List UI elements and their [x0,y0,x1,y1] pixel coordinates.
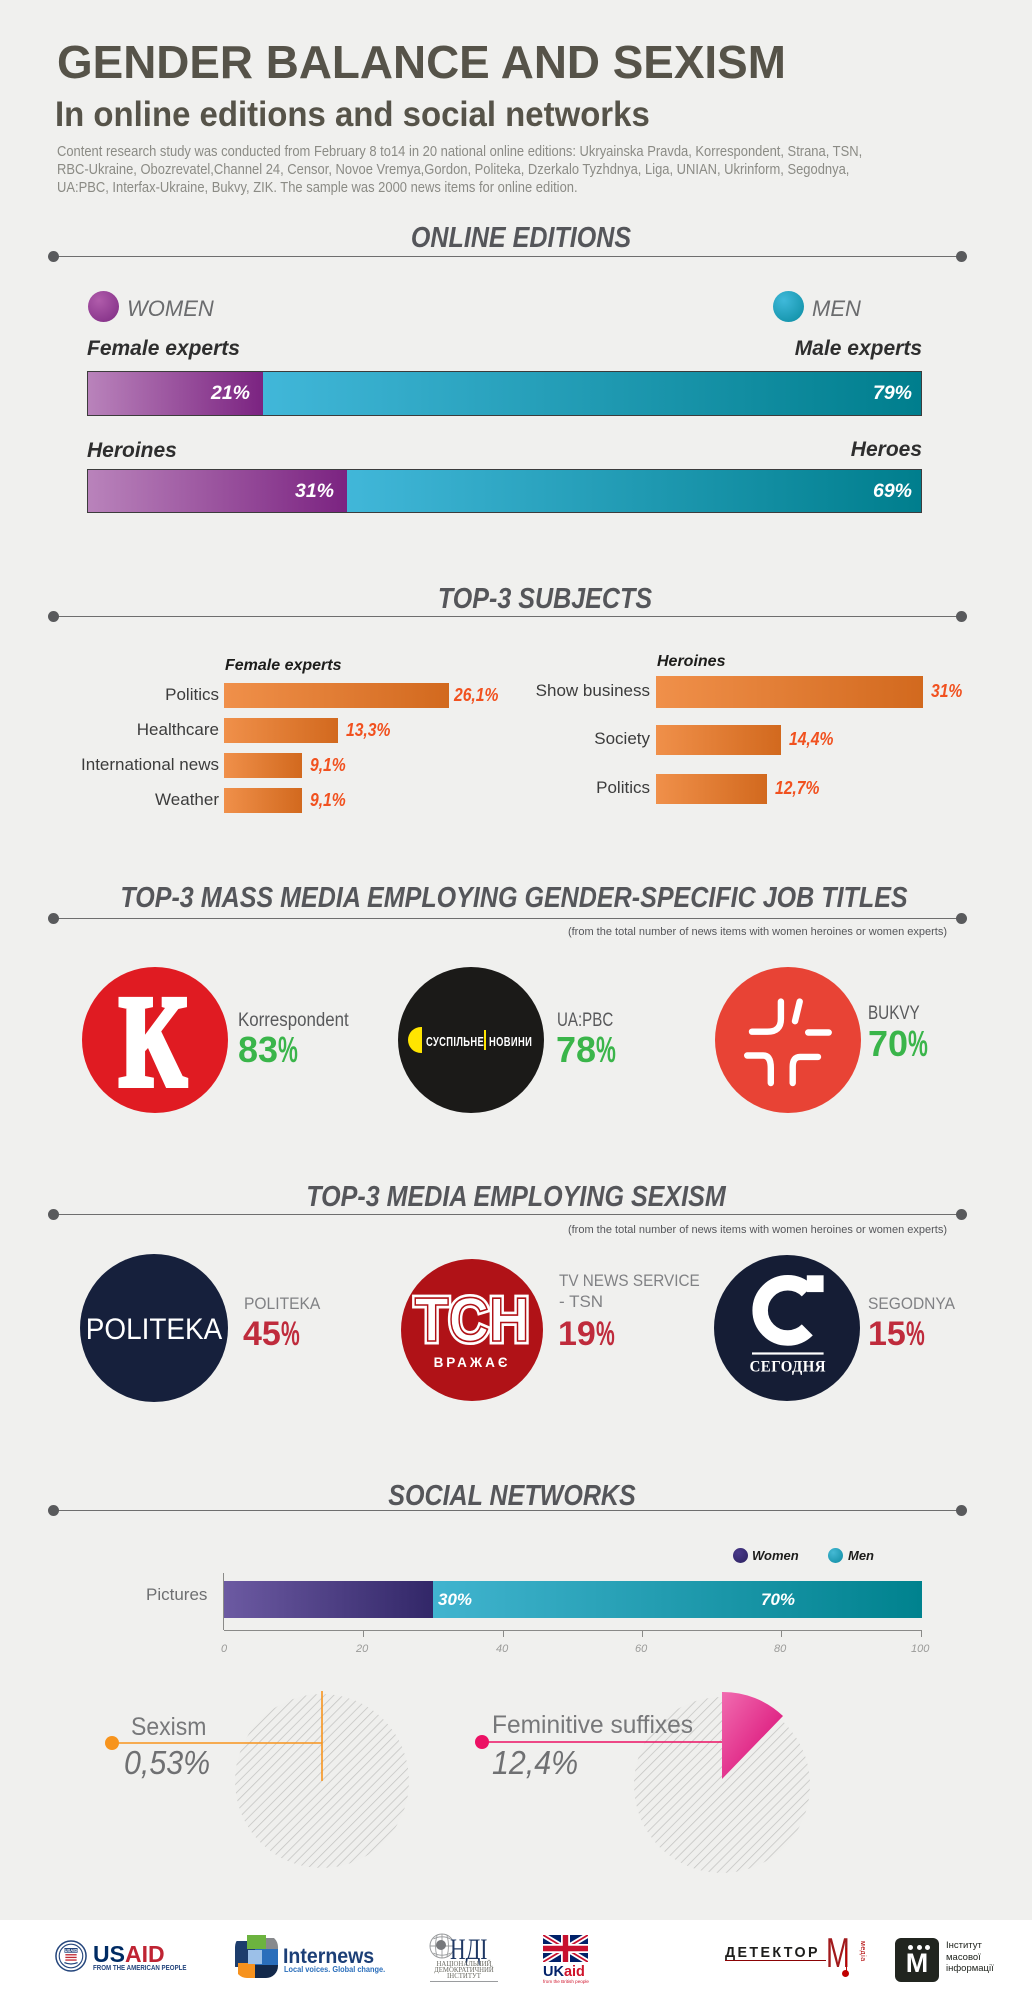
svg-text:НДІ: НДІ [450,1933,488,1966]
svg-text:К: К [119,969,187,1113]
svg-text:ТСН: ТСН [415,1286,530,1354]
svg-text:ВРАЖАЄ: ВРАЖАЄ [434,1355,511,1370]
svg-text:СЕГОДНЯ: СЕГОДНЯ [750,1358,826,1376]
svg-text:ТСН: ТСН [415,1286,530,1354]
svg-text:USAID: USAID [65,1948,78,1953]
